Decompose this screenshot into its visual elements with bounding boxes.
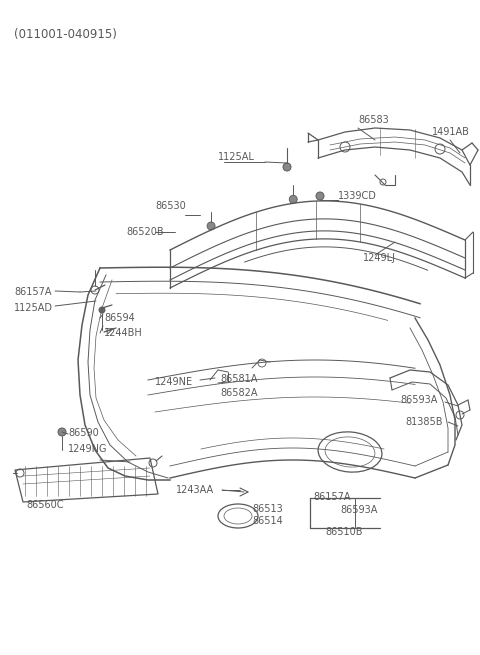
Circle shape	[207, 222, 215, 230]
Circle shape	[316, 192, 324, 200]
Text: 1249NE: 1249NE	[155, 377, 193, 387]
Text: 86157A: 86157A	[14, 287, 51, 297]
Circle shape	[380, 179, 386, 185]
Text: 86157A: 86157A	[313, 492, 350, 502]
Circle shape	[99, 307, 105, 313]
Text: 86560C: 86560C	[26, 500, 63, 510]
Text: 1244BH: 1244BH	[104, 328, 143, 338]
Text: 86583: 86583	[358, 115, 389, 125]
Text: 86510B: 86510B	[325, 527, 362, 537]
Text: 1125AD: 1125AD	[14, 303, 53, 313]
Text: 86593A: 86593A	[340, 505, 377, 515]
Circle shape	[91, 286, 99, 294]
Text: 1339CD: 1339CD	[338, 191, 377, 201]
Text: 86590: 86590	[68, 428, 99, 438]
Text: 86582A: 86582A	[220, 388, 257, 398]
Ellipse shape	[318, 432, 382, 472]
Circle shape	[58, 428, 66, 436]
Circle shape	[289, 195, 297, 203]
Text: 86514: 86514	[252, 516, 283, 526]
Text: (011001-040915): (011001-040915)	[14, 28, 117, 41]
Text: 1249NG: 1249NG	[68, 444, 108, 454]
Text: 1491AB: 1491AB	[432, 127, 470, 137]
Text: 1249LJ: 1249LJ	[363, 253, 396, 263]
Polygon shape	[15, 458, 158, 502]
Ellipse shape	[218, 504, 258, 528]
Text: 86594: 86594	[104, 313, 135, 323]
Text: 86593A: 86593A	[400, 395, 437, 405]
Text: 86581A: 86581A	[220, 374, 257, 384]
Text: 1243AA: 1243AA	[176, 485, 214, 495]
Circle shape	[283, 163, 291, 171]
Text: 86520B: 86520B	[126, 227, 164, 237]
Text: 86530: 86530	[155, 201, 186, 211]
Text: 86513: 86513	[252, 504, 283, 514]
Text: 81385B: 81385B	[405, 417, 443, 427]
Text: 1125AL: 1125AL	[218, 152, 255, 162]
